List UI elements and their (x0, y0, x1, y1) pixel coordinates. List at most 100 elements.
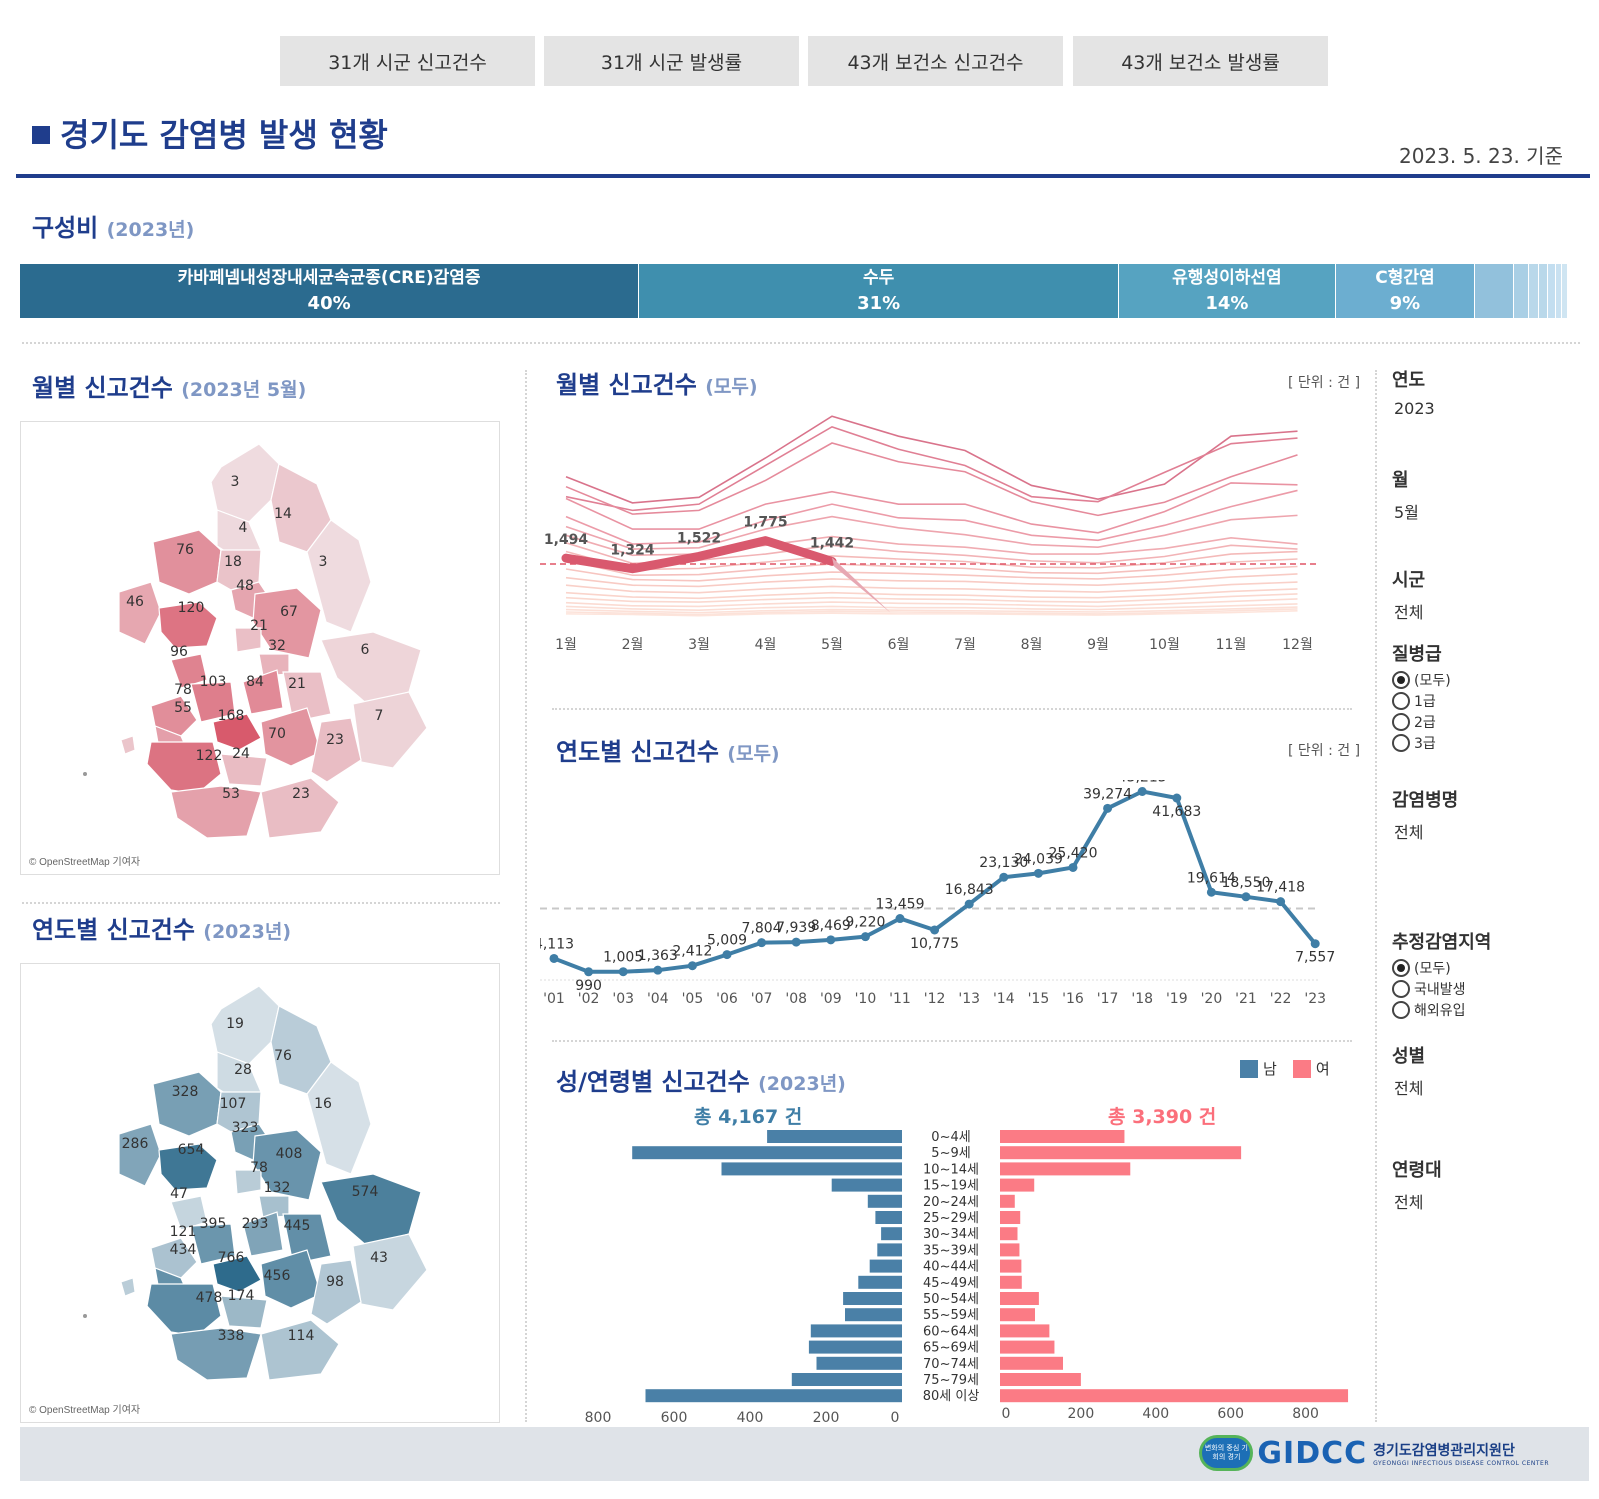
male-age-bar[interactable] (816, 1356, 903, 1370)
composition-segment[interactable] (1529, 264, 1539, 318)
yearly-point[interactable] (999, 872, 1009, 882)
map-region[interactable] (306, 1061, 372, 1175)
composition-segment[interactable]: 수두 31% (639, 264, 1120, 318)
map-region[interactable] (234, 1169, 262, 1195)
yearly-point[interactable] (549, 953, 559, 963)
filter-value[interactable]: 전체 (1394, 603, 1424, 622)
map-region[interactable] (210, 985, 280, 1065)
composition-segment[interactable] (1561, 264, 1568, 318)
monthly-past-series-line[interactable] (565, 550, 1298, 571)
map-region[interactable] (170, 1327, 262, 1381)
composition-segment[interactable] (1475, 264, 1514, 318)
filter-value[interactable]: 전체 (1394, 1079, 1424, 1098)
male-age-bar[interactable] (845, 1308, 902, 1322)
monthly-past-series-line[interactable] (565, 415, 1298, 504)
tab-center-incidence[interactable]: 43개 보건소 발생률 (1073, 36, 1328, 86)
yearly-line-chart[interactable]: 4,113 9901,0051,3632,4125,0097,8047,9398,… (540, 780, 1360, 1030)
map-region[interactable] (118, 581, 162, 645)
female-age-bar[interactable] (1000, 1162, 1131, 1176)
map-region[interactable] (252, 587, 322, 659)
monthly-past-series-line[interactable] (565, 482, 1298, 534)
yearly-point[interactable] (1172, 793, 1182, 803)
radio-button-icon[interactable] (1392, 1001, 1410, 1019)
filter-radio-option[interactable]: (모두) (1392, 670, 1451, 690)
radio-button-icon[interactable] (1392, 959, 1410, 977)
female-age-bar[interactable] (1000, 1308, 1035, 1322)
map-region[interactable] (190, 1223, 236, 1265)
male-age-bar[interactable] (869, 1259, 902, 1273)
radio-button-icon[interactable] (1392, 980, 1410, 998)
composition-segment[interactable] (1547, 264, 1556, 318)
composition-segment[interactable]: 유행성이하선염 14% (1119, 264, 1336, 318)
map-monthly[interactable]: 3 14 4 76 18 3 48 46 120 67 21 32 6 96 84 103 21 78 55 168 7… (20, 421, 500, 875)
female-age-bar[interactable] (1000, 1130, 1125, 1143)
map-region[interactable] (220, 1295, 268, 1329)
female-age-bar[interactable] (1000, 1243, 1020, 1257)
map-yearly-svg[interactable]: 19 76 28 328 107 16 323 286 654 408 78 132 574 47 293 3… (21, 964, 499, 1422)
filter-radio-option[interactable]: (모두) (1392, 958, 1451, 978)
filter-radio-option[interactable]: 해외유입 (1392, 1000, 1466, 1020)
monthly-past-series-line[interactable] (565, 514, 1298, 550)
map-region[interactable] (118, 1123, 162, 1187)
monthly-current-year-line[interactable] (561, 536, 837, 574)
male-age-bar[interactable] (721, 1162, 903, 1176)
yearly-point[interactable] (687, 961, 697, 971)
male-age-bar[interactable] (875, 1211, 902, 1224)
yearly-point[interactable] (618, 967, 628, 977)
monthly-past-series-line[interactable] (565, 425, 1298, 512)
map-region[interactable] (260, 1249, 322, 1309)
radio-button-icon[interactable] (1392, 713, 1410, 731)
filter-value[interactable]: 2023 (1394, 399, 1435, 418)
yearly-point[interactable] (1206, 887, 1216, 897)
male-age-bar[interactable] (831, 1178, 902, 1192)
map-region[interactable] (158, 601, 218, 649)
male-age-bar[interactable] (810, 1324, 902, 1338)
monthly-past-series-line[interactable] (565, 593, 1298, 603)
monthly-past-series-line[interactable] (565, 573, 1298, 588)
map-region[interactable] (260, 707, 322, 767)
composition-bar[interactable]: 카바페넴내성장내세균속균종(CRE)감염증 40% 수두 31% 유행성이하선염 14% C… (20, 264, 1568, 318)
yearly-point[interactable] (1276, 897, 1286, 907)
map-region[interactable] (310, 717, 362, 783)
filter-value[interactable]: 5월 (1394, 503, 1419, 522)
monthly-past-series-line[interactable] (565, 565, 1298, 582)
yearly-point[interactable] (1241, 892, 1251, 902)
map-region[interactable] (170, 653, 208, 689)
yearly-point[interactable] (964, 899, 974, 909)
yearly-point[interactable] (930, 925, 940, 935)
female-age-bar[interactable] (1000, 1292, 1039, 1305)
filter-radio-option[interactable]: 3급 (1392, 733, 1436, 753)
composition-segment[interactable]: C형간염 9% (1335, 264, 1476, 318)
map-region[interactable] (152, 529, 222, 595)
monthly-past-series-line[interactable] (565, 598, 1298, 608)
monthly-past-series-line[interactable] (565, 606, 1298, 614)
map-region[interactable] (310, 1259, 362, 1325)
monthly-past-series-line[interactable] (565, 608, 1298, 616)
map-region[interactable] (260, 1319, 340, 1381)
map-region[interactable] (190, 681, 236, 723)
filter-radio-option[interactable]: 국내발생 (1392, 979, 1466, 999)
map-region[interactable] (242, 669, 284, 715)
composition-segment[interactable] (1513, 264, 1530, 318)
tab-center-reports[interactable]: 43개 보건소 신고건수 (808, 36, 1063, 86)
yearly-point[interactable] (860, 932, 870, 942)
map-region[interactable] (220, 753, 268, 787)
male-age-bar[interactable] (867, 1194, 902, 1208)
map-region[interactable] (150, 695, 198, 737)
female-age-bar[interactable] (1000, 1324, 1050, 1338)
map-region[interactable] (234, 627, 262, 653)
map-region[interactable] (282, 1213, 332, 1265)
map-region[interactable] (170, 785, 262, 839)
map-region[interactable] (242, 1211, 284, 1257)
female-age-bar[interactable] (1000, 1389, 1349, 1403)
map-region[interactable] (158, 1143, 218, 1191)
filter-radio-option[interactable]: 2급 (1392, 712, 1436, 732)
map-region[interactable] (170, 1195, 208, 1231)
male-age-bar[interactable] (843, 1292, 902, 1305)
male-age-bar[interactable] (791, 1373, 902, 1386)
yearly-point[interactable] (653, 965, 663, 975)
female-age-bar[interactable] (1000, 1259, 1022, 1273)
yearly-point[interactable] (1068, 862, 1078, 872)
